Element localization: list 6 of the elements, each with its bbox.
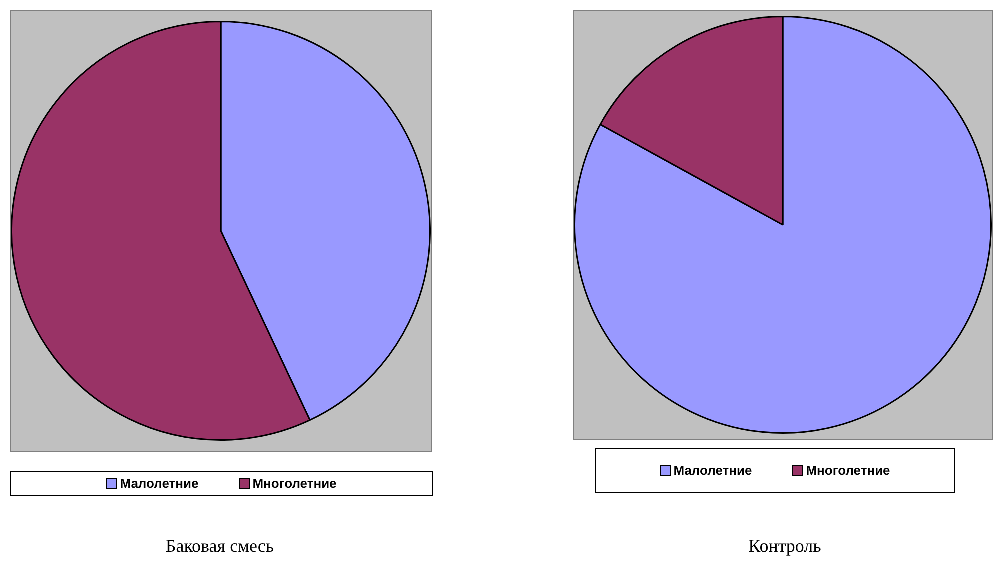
legend-label: Многолетние — [252, 476, 337, 491]
legend-label: Малолетние — [120, 476, 199, 491]
legend-label: Малолетние — [674, 463, 752, 478]
legend-label: Многолетние — [806, 463, 890, 478]
text: Баковая смесь — [164, 536, 276, 557]
text: Контроль — [748, 536, 822, 557]
